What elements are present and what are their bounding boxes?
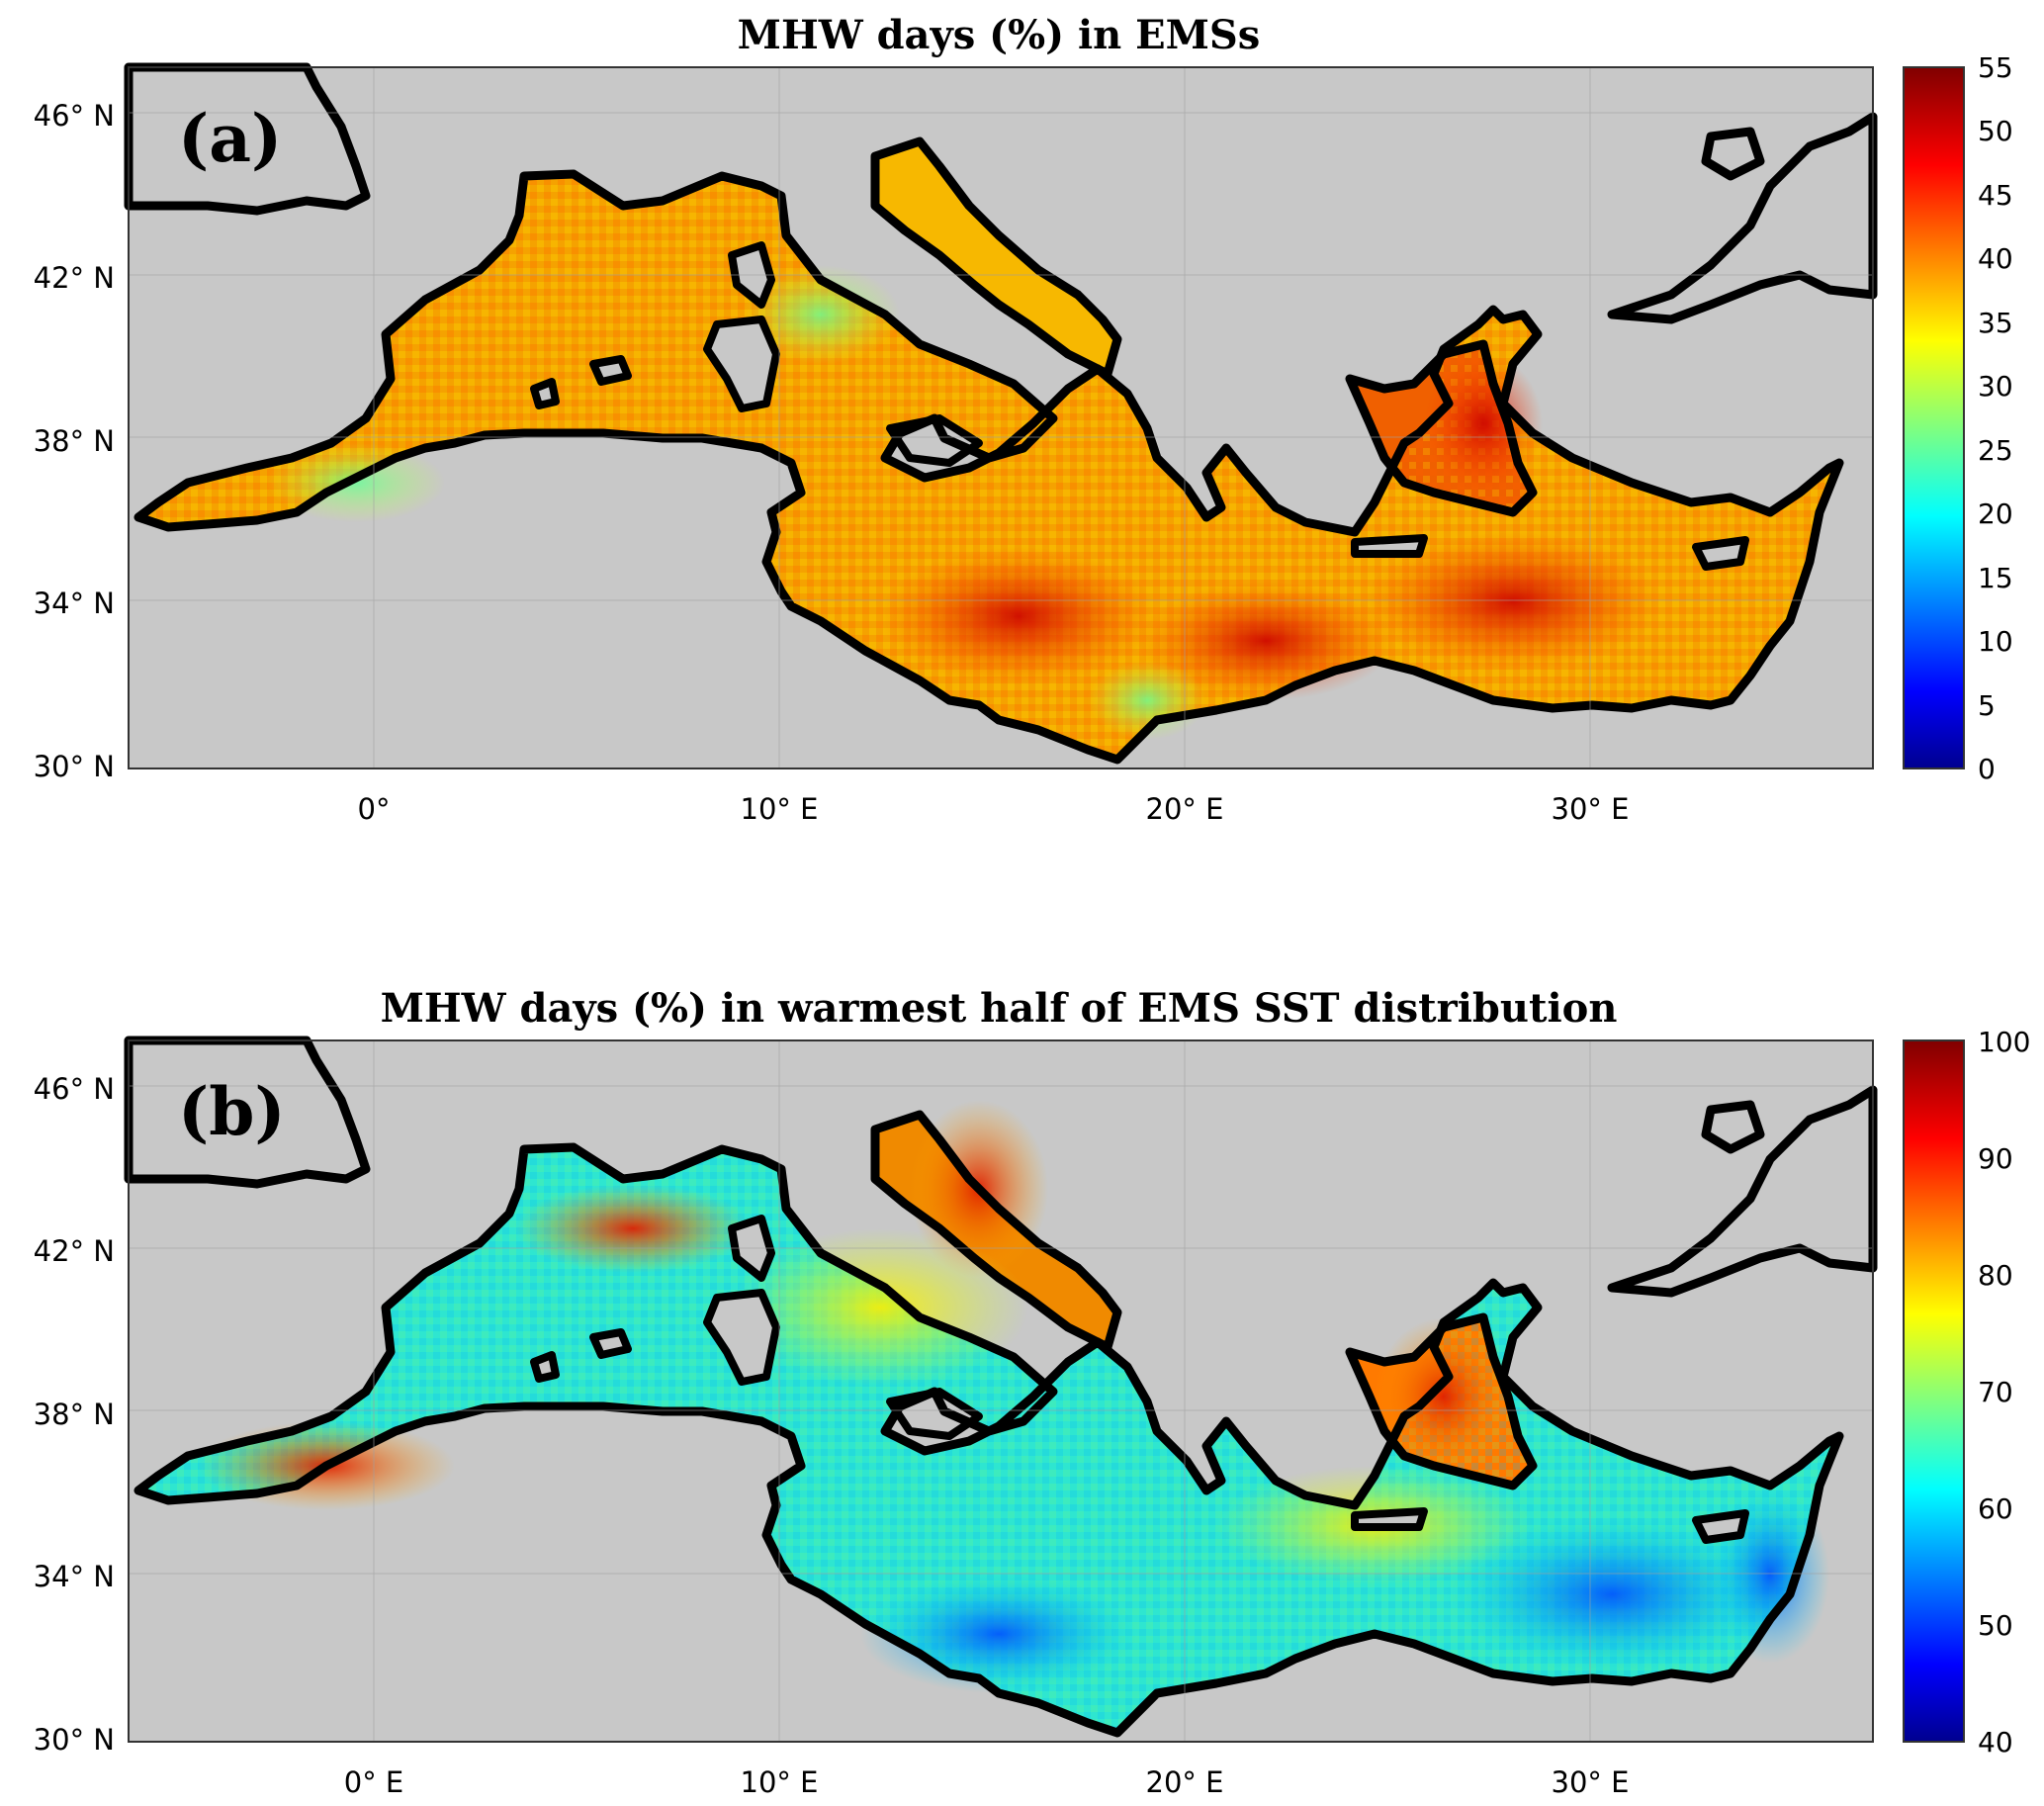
panel-label-a: (a) xyxy=(178,100,282,177)
cb-b-40: 40 xyxy=(1978,1726,2013,1759)
lat-ticks-b: 30° N 34° N 38° N 42° N 46° N xyxy=(34,1072,115,1757)
lon-tick-20: 20° E xyxy=(1146,792,1224,826)
lat-tick-42: 42° N xyxy=(34,261,115,295)
colorbar-a-bar xyxy=(1903,66,1965,769)
lat-tick-b-34: 34° N xyxy=(34,1560,115,1593)
lon-tick-10: 10° E xyxy=(741,792,819,826)
lon-ticks-a: 0° 10° E 20° E 30° E xyxy=(358,792,1630,826)
cb-a-55: 55 xyxy=(1978,51,2013,84)
lon-tick-b-10: 10° E xyxy=(741,1765,819,1799)
cb-b-50: 50 xyxy=(1978,1609,2013,1642)
lon-ticks-b: 0° E 10° E 20° E 30° E xyxy=(344,1765,1630,1799)
colorbar-b-ticks: 40 50 60 70 80 90 100 xyxy=(1978,1026,2030,1759)
cb-a-20: 20 xyxy=(1978,497,2013,530)
cb-a-25: 25 xyxy=(1978,434,2013,467)
lat-tick-b-30: 30° N xyxy=(34,1723,115,1757)
lat-tick-b-42: 42° N xyxy=(34,1234,115,1268)
panel-label-b: (b) xyxy=(178,1073,286,1150)
lat-tick-34: 34° N xyxy=(34,587,115,620)
lat-ticks-a: 30° N 34° N 38° N 42° N 46° N xyxy=(34,99,115,783)
lat-tick-46: 46° N xyxy=(34,99,115,133)
cb-a-30: 30 xyxy=(1978,370,2013,403)
lon-tick-30: 30° E xyxy=(1552,792,1630,826)
cb-b-70: 70 xyxy=(1978,1376,2013,1408)
cb-a-0: 0 xyxy=(1978,753,1996,785)
cb-b-80: 80 xyxy=(1978,1259,2013,1292)
colorbar-a: 0 5 10 15 20 25 30 35 40 45 50 55 xyxy=(1903,51,2013,785)
axes-frame-a xyxy=(128,66,1874,769)
panel-b: (b) xyxy=(128,1039,1874,1743)
lat-tick-b-46: 46° N xyxy=(34,1072,115,1106)
cb-a-40: 40 xyxy=(1978,242,2013,275)
lon-tick-b-30: 30° E xyxy=(1552,1765,1630,1799)
sea-field-b xyxy=(138,1100,1839,1733)
cb-a-35: 35 xyxy=(1978,307,2013,339)
title-a: MHW days (%) in EMSs xyxy=(738,12,1261,58)
panel-a: (a) xyxy=(128,66,1874,769)
colorbar-b-bar xyxy=(1903,1039,1965,1743)
title-b: MHW days (%) in warmest half of EMS SST … xyxy=(381,985,1618,1032)
colorbar-a-ticks: 0 5 10 15 20 25 30 35 40 45 50 55 xyxy=(1978,51,2013,785)
axes-frame-b xyxy=(128,1039,1874,1743)
gridlines-b xyxy=(129,1040,1873,1742)
colorbar-b: 40 50 60 70 80 90 100 xyxy=(1903,1026,2030,1759)
lon-tick-b-0: 0° E xyxy=(344,1765,404,1799)
lat-tick-38: 38° N xyxy=(34,424,115,458)
cb-a-10: 10 xyxy=(1978,625,2013,658)
cb-a-45: 45 xyxy=(1978,179,2013,212)
cb-b-90: 90 xyxy=(1978,1142,2013,1175)
cb-a-50: 50 xyxy=(1978,115,2013,147)
lat-tick-30: 30° N xyxy=(34,750,115,783)
gridlines-a xyxy=(129,67,1873,768)
cb-a-15: 15 xyxy=(1978,562,2013,594)
lon-tick-b-20: 20° E xyxy=(1146,1765,1224,1799)
cb-b-100: 100 xyxy=(1978,1026,2030,1058)
lon-tick-0: 0° xyxy=(358,792,391,826)
lat-tick-b-38: 38° N xyxy=(34,1398,115,1431)
cb-b-60: 60 xyxy=(1978,1492,2013,1525)
cb-a-5: 5 xyxy=(1978,689,1996,722)
